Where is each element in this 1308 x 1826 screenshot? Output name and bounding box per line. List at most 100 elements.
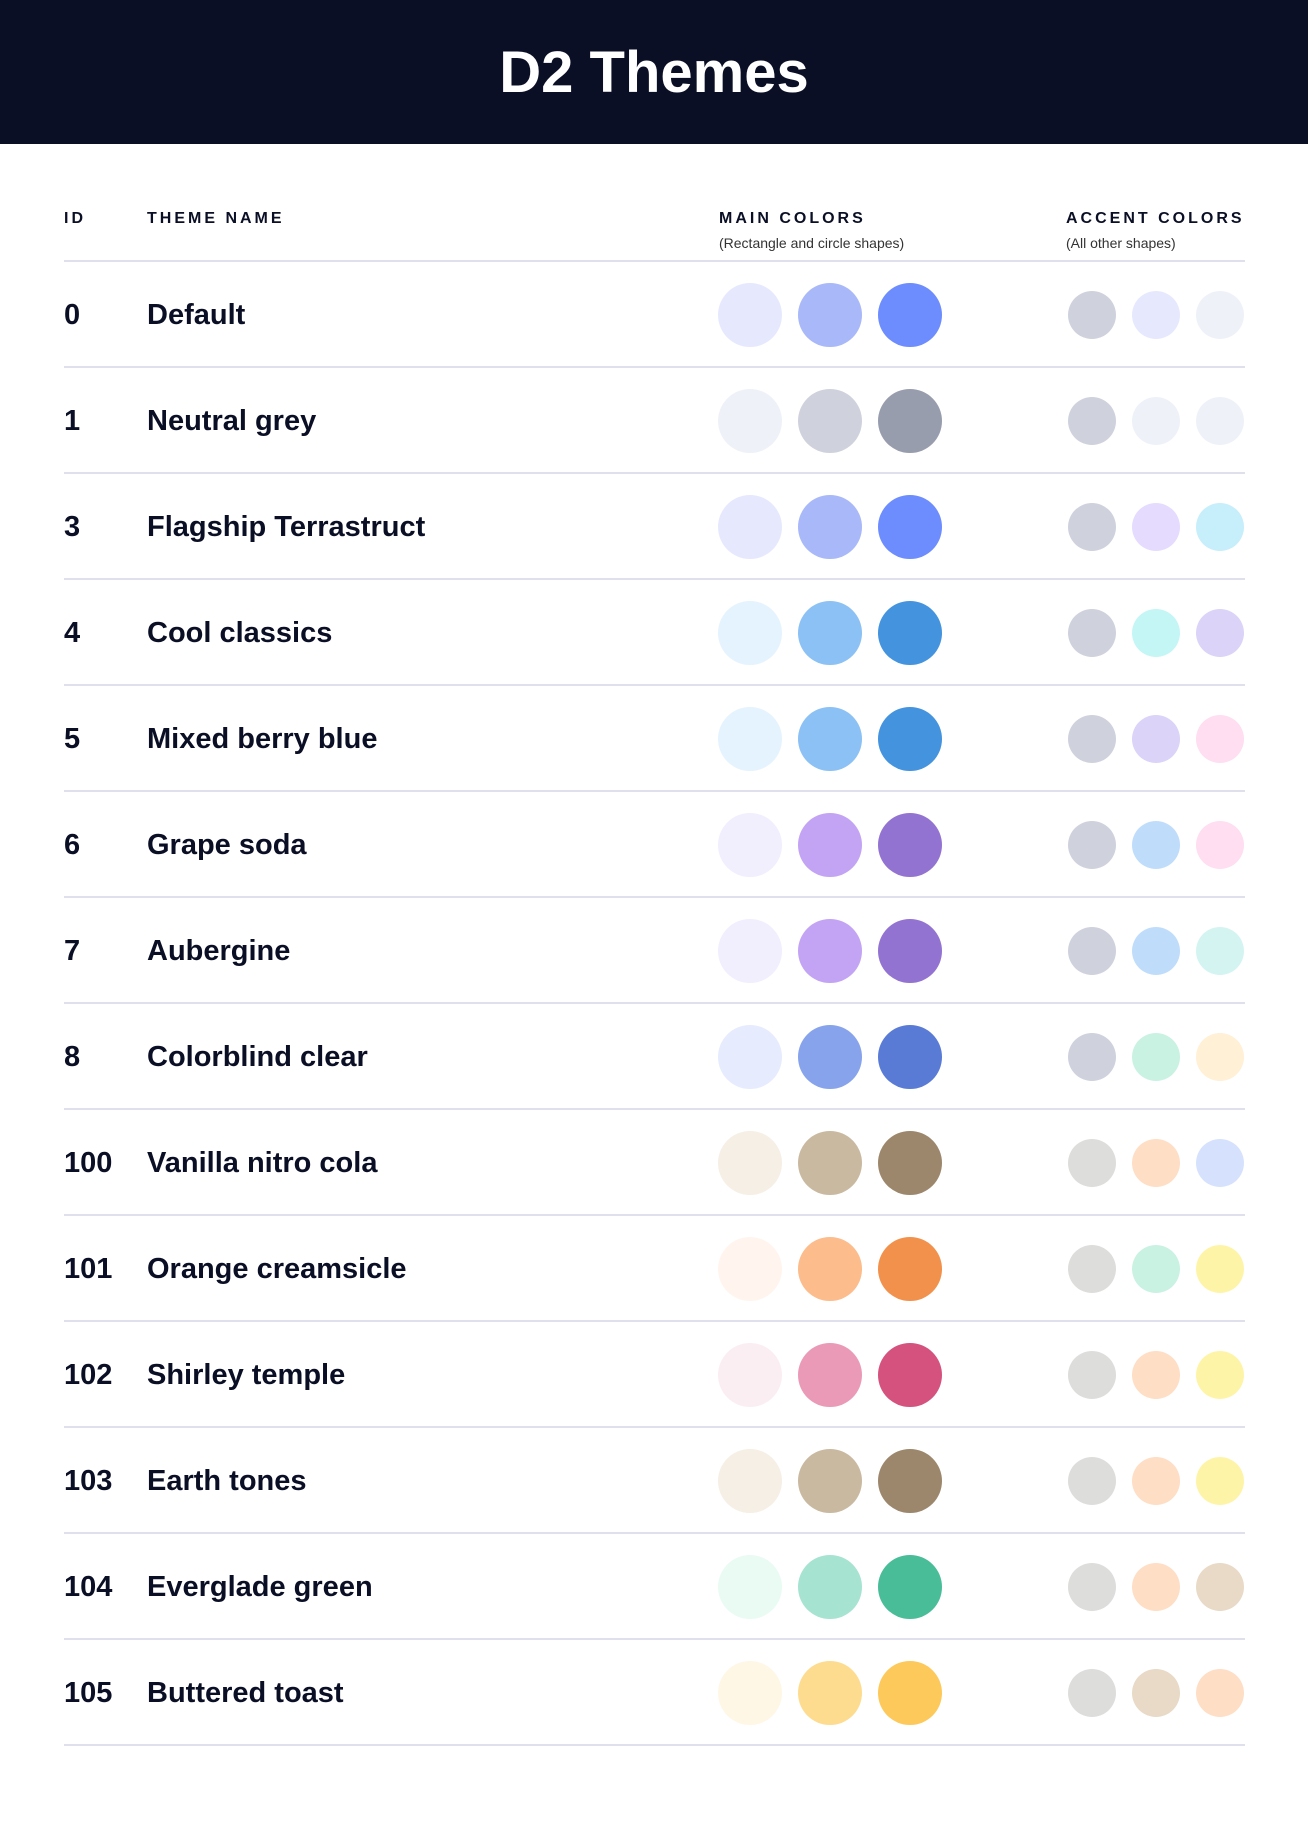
theme-name: Cool classics — [147, 617, 333, 649]
theme-row: 0 Default — [0, 262, 1308, 368]
theme-id: 102 — [64, 1359, 113, 1391]
accent-color-swatch — [1068, 291, 1116, 339]
theme-name: Earth tones — [147, 1465, 307, 1497]
theme-name: Orange creamsicle — [147, 1253, 407, 1285]
main-color-swatch — [798, 389, 862, 453]
theme-name: Mixed berry blue — [147, 723, 378, 755]
main-color-swatch — [798, 601, 862, 665]
accent-color-swatch — [1196, 1351, 1244, 1399]
main-color-swatch — [718, 1661, 782, 1725]
accent-color-swatch — [1068, 609, 1116, 657]
main-color-swatch — [718, 1025, 782, 1089]
row-divider — [64, 1320, 1245, 1322]
accent-color-swatch — [1068, 1245, 1116, 1293]
main-color-swatch — [878, 1131, 942, 1195]
theme-row: 8 Colorblind clear — [0, 1004, 1308, 1110]
theme-id: 1 — [64, 405, 81, 437]
accent-color-swatch — [1196, 1457, 1244, 1505]
main-color-swatch — [878, 1661, 942, 1725]
accent-color-swatch — [1196, 1139, 1244, 1187]
main-color-swatch — [798, 283, 862, 347]
row-divider — [64, 1744, 1245, 1746]
accent-color-swatch — [1068, 1563, 1116, 1611]
theme-row: 100 Vanilla nitro cola — [0, 1110, 1308, 1216]
accent-color-swatch — [1068, 1457, 1116, 1505]
theme-name: Flagship Terrastruct — [147, 511, 426, 543]
accent-color-swatch — [1196, 1669, 1244, 1717]
row-divider — [64, 1108, 1245, 1110]
theme-row: 105 Buttered toast — [0, 1640, 1308, 1746]
main-color-swatch — [878, 1237, 942, 1301]
theme-id: 4 — [64, 617, 81, 649]
theme-row: 104 Everglade green — [0, 1534, 1308, 1640]
accent-color-swatch — [1068, 1669, 1116, 1717]
theme-row: 102 Shirley temple — [0, 1322, 1308, 1428]
theme-name: Colorblind clear — [147, 1041, 368, 1073]
theme-id: 0 — [64, 299, 81, 331]
column-header-id: ID — [64, 210, 86, 227]
accent-color-swatch — [1196, 1563, 1244, 1611]
theme-id: 8 — [64, 1041, 81, 1073]
theme-name: Shirley temple — [147, 1359, 346, 1391]
accent-color-swatch — [1132, 1245, 1180, 1293]
main-color-swatch — [878, 1449, 942, 1513]
theme-id: 103 — [64, 1465, 113, 1497]
accent-color-swatch — [1132, 1033, 1180, 1081]
theme-name: Default — [147, 299, 246, 331]
main-color-swatch — [798, 919, 862, 983]
main-color-swatch — [878, 813, 942, 877]
theme-name: Aubergine — [147, 935, 291, 967]
theme-row: 4 Cool classics — [0, 580, 1308, 686]
main-color-swatch — [718, 1131, 782, 1195]
accent-color-swatch — [1068, 1139, 1116, 1187]
main-color-swatch — [718, 1237, 782, 1301]
theme-row: 1 Neutral grey — [0, 368, 1308, 474]
main-color-swatch — [718, 919, 782, 983]
row-divider — [64, 366, 1245, 368]
theme-id: 6 — [64, 829, 81, 861]
theme-row: 5 Mixed berry blue — [0, 686, 1308, 792]
accent-color-swatch — [1132, 1139, 1180, 1187]
column-subheader-accent: (All other shapes) — [1066, 235, 1176, 251]
column-header-main: MAIN COLORS — [719, 210, 866, 227]
column-subheader-main: (Rectangle and circle shapes) — [719, 235, 905, 251]
page-header: D2 Themes — [0, 0, 1308, 144]
accent-color-swatch — [1068, 927, 1116, 975]
main-color-swatch — [878, 919, 942, 983]
main-color-swatch — [878, 1025, 942, 1089]
row-divider — [64, 1002, 1245, 1004]
main-color-swatch — [798, 1449, 862, 1513]
theme-id: 100 — [64, 1147, 113, 1179]
theme-id: 5 — [64, 723, 81, 755]
main-color-swatch — [798, 1237, 862, 1301]
row-divider — [64, 578, 1245, 580]
theme-row: 7 Aubergine — [0, 898, 1308, 1004]
main-color-swatch — [878, 1555, 942, 1619]
row-divider — [64, 684, 1245, 686]
accent-color-swatch — [1068, 1351, 1116, 1399]
accent-color-swatch — [1196, 609, 1244, 657]
theme-id: 101 — [64, 1253, 113, 1285]
main-color-swatch — [718, 601, 782, 665]
page-title: D2 Themes — [499, 39, 809, 105]
main-color-swatch — [798, 1661, 862, 1725]
main-color-swatch — [878, 495, 942, 559]
theme-id: 7 — [64, 935, 81, 967]
accent-color-swatch — [1196, 1245, 1244, 1293]
accent-color-swatch — [1132, 503, 1180, 551]
accent-color-swatch — [1196, 397, 1244, 445]
main-color-swatch — [718, 707, 782, 771]
main-color-swatch — [878, 283, 942, 347]
main-color-swatch — [878, 389, 942, 453]
accent-color-swatch — [1068, 503, 1116, 551]
accent-color-swatch — [1132, 1669, 1180, 1717]
row-divider — [64, 1426, 1245, 1428]
theme-name: Grape soda — [147, 829, 307, 861]
main-color-swatch — [798, 495, 862, 559]
theme-name: Neutral grey — [147, 405, 317, 437]
accent-color-swatch — [1132, 397, 1180, 445]
accent-color-swatch — [1132, 1457, 1180, 1505]
accent-color-swatch — [1068, 821, 1116, 869]
accent-color-swatch — [1132, 609, 1180, 657]
header-divider — [64, 260, 1245, 262]
